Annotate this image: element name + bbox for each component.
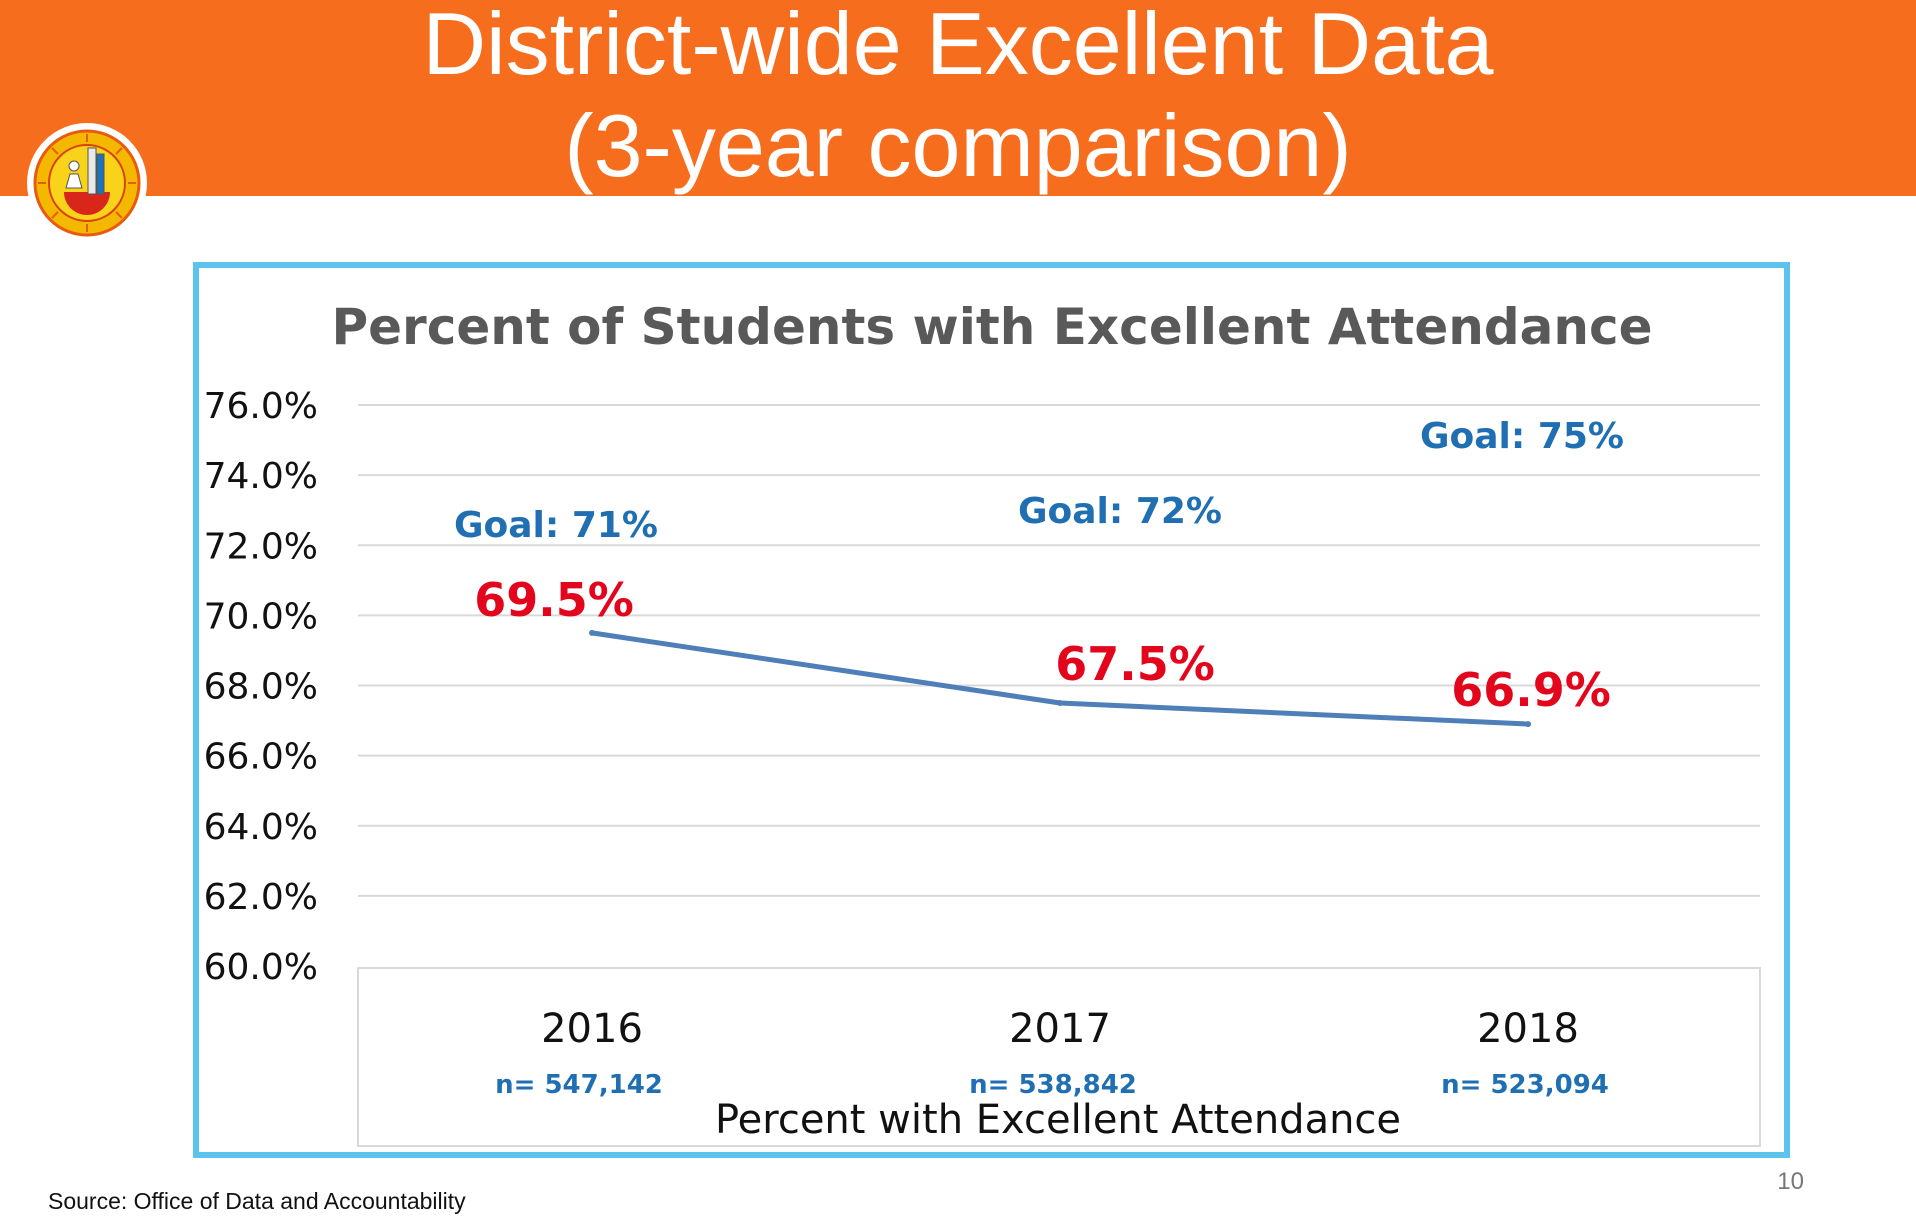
sample-size-label: n= 538,842: [969, 1070, 1137, 1100]
x-tick-label: 2018: [1477, 1006, 1579, 1052]
data-labels: 69.5% 67.5% 66.9%: [474, 573, 1611, 728]
slide-title-line-1: District-wide Excellent Data: [422, 0, 1494, 93]
y-tick-label: 60.0%: [204, 947, 318, 988]
page-number: 10: [1777, 1168, 1804, 1195]
y-tick-label: 70.0%: [204, 596, 318, 637]
y-axis-tick-labels: 76.0% 74.0% 72.0% 70.0% 68.0% 66.0% 64.0% 62.0%…: [204, 386, 318, 988]
gridlines: [358, 404, 1760, 897]
x-axis-category-labels: 2016 2017 2018: [541, 1006, 1579, 1052]
y-tick-label: 72.0%: [204, 526, 318, 567]
y-tick-label: 62.0%: [204, 877, 318, 918]
y-tick-label: 64.0%: [204, 807, 318, 848]
source-note: Source: Office of Data and Accountabilit…: [48, 1188, 466, 1214]
x-tick-label: 2017: [1009, 1006, 1111, 1052]
goal-annotation: Goal: 72%: [1018, 491, 1222, 532]
chart-frame: [193, 262, 1790, 1158]
table-area: [357, 967, 1761, 1147]
data-point: [1525, 721, 1531, 728]
y-tick-label: 66.0%: [204, 737, 318, 778]
goal-annotation: Goal: 75%: [1420, 416, 1624, 457]
slide-header: District-wide Excellent Data (3-year com…: [0, 0, 1916, 196]
data-label: 66.9%: [1451, 663, 1611, 717]
data-label: 69.5%: [474, 573, 634, 627]
slide-title-line-2: (3-year comparison): [564, 96, 1352, 195]
goal-annotations: Goal: 71% Goal: 72% Goal: 75%: [454, 416, 1624, 546]
y-tick-label: 76.0%: [204, 386, 318, 427]
x-axis-label: Percent with Excellent Attendance: [715, 1097, 1401, 1143]
sample-size-labels: n= 547,142 n= 538,842 n= 523,094: [495, 1070, 1609, 1100]
data-point: [589, 629, 595, 636]
y-tick-label: 74.0%: [204, 456, 318, 497]
sample-size-label: n= 523,094: [1441, 1070, 1609, 1100]
district-seal-logo: [27, 123, 147, 243]
goal-annotation: Goal: 71%: [454, 505, 658, 546]
data-label: 67.5%: [1055, 637, 1215, 691]
chart-title: Percent of Students with Excellent Atten…: [331, 298, 1652, 356]
sample-size-label: n= 547,142: [495, 1070, 663, 1100]
x-tick-label: 2016: [541, 1006, 643, 1052]
data-point: [1057, 700, 1063, 707]
y-tick-label: 68.0%: [204, 667, 318, 708]
